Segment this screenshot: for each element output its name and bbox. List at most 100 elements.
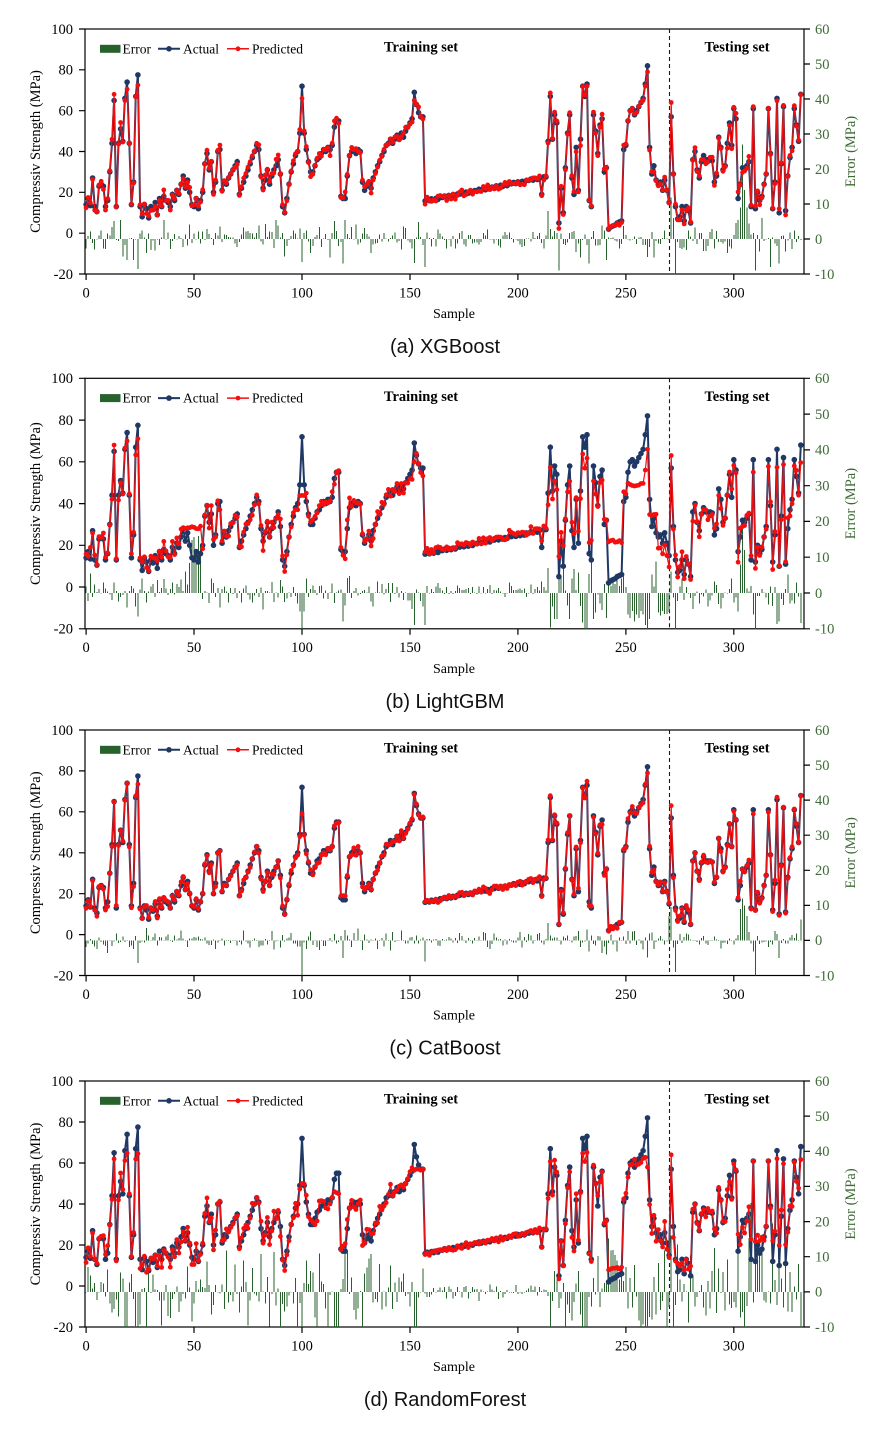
svg-text:Actual: Actual (183, 742, 219, 757)
svg-text:Actual: Actual (183, 391, 219, 406)
svg-text:20: 20 (815, 514, 830, 530)
svg-text:0: 0 (66, 226, 73, 242)
svg-text:200: 200 (507, 1338, 529, 1354)
svg-text:50: 50 (815, 57, 830, 73)
svg-text:Compressiv Strength (MPa): Compressiv Strength (MPa) (28, 70, 44, 233)
svg-text:Compressiv Strength (MPa): Compressiv Strength (MPa) (28, 771, 44, 934)
svg-text:-10: -10 (815, 968, 834, 984)
svg-text:250: 250 (615, 640, 637, 656)
svg-text:0: 0 (66, 1279, 73, 1295)
svg-text:60: 60 (59, 455, 74, 471)
svg-text:150: 150 (399, 987, 421, 1003)
svg-text:50: 50 (815, 758, 830, 774)
svg-text:200: 200 (507, 640, 529, 656)
svg-text:40: 40 (815, 793, 830, 809)
svg-text:Compressiv Strength (MPa): Compressiv Strength (MPa) (28, 1122, 44, 1285)
svg-text:Sample: Sample (433, 307, 475, 322)
svg-text:Error (MPa): Error (MPa) (843, 1168, 859, 1239)
svg-text:0: 0 (815, 586, 822, 602)
svg-text:-20: -20 (54, 622, 73, 638)
svg-text:100: 100 (291, 1338, 313, 1354)
svg-text:50: 50 (187, 1338, 202, 1354)
svg-text:150: 150 (399, 640, 421, 656)
svg-text:0: 0 (82, 987, 89, 1003)
svg-text:-10: -10 (815, 622, 834, 638)
svg-text:20: 20 (815, 863, 830, 879)
svg-text:50: 50 (187, 285, 202, 301)
svg-text:Compressiv Strength (MPa): Compressiv Strength (MPa) (28, 422, 44, 585)
svg-text:20: 20 (59, 185, 74, 201)
svg-text:0: 0 (815, 933, 822, 949)
svg-text:-10: -10 (815, 267, 834, 283)
svg-text:100: 100 (51, 371, 73, 387)
svg-text:Testing set: Testing set (704, 40, 769, 56)
svg-text:10: 10 (815, 898, 830, 914)
svg-text:250: 250 (615, 1338, 637, 1354)
svg-text:Predicted: Predicted (252, 41, 303, 56)
svg-text:100: 100 (51, 22, 73, 38)
svg-text:60: 60 (59, 805, 74, 821)
svg-text:20: 20 (59, 887, 74, 903)
svg-text:Sample: Sample (433, 662, 475, 677)
svg-text:Predicted: Predicted (252, 1093, 303, 1108)
svg-text:Training set: Training set (384, 40, 458, 56)
svg-text:(b) LightGBM: (b) LightGBM (386, 691, 505, 713)
svg-text:Sample: Sample (433, 1009, 475, 1024)
svg-text:250: 250 (615, 285, 637, 301)
svg-text:50: 50 (815, 1109, 830, 1125)
svg-text:Training set: Training set (384, 389, 458, 405)
svg-text:300: 300 (723, 987, 745, 1003)
svg-text:(a) XGBoost: (a) XGBoost (390, 336, 500, 358)
svg-text:0: 0 (815, 1285, 822, 1301)
svg-text:-20: -20 (54, 968, 73, 984)
svg-text:40: 40 (815, 1144, 830, 1160)
svg-text:-10: -10 (815, 1320, 834, 1336)
svg-text:20: 20 (59, 538, 74, 554)
svg-text:20: 20 (815, 162, 830, 178)
svg-text:Testing set: Testing set (704, 389, 769, 405)
svg-text:0: 0 (815, 232, 822, 248)
svg-text:Sample: Sample (433, 1360, 475, 1375)
svg-text:200: 200 (507, 987, 529, 1003)
svg-text:Training set: Training set (384, 1092, 458, 1108)
svg-text:10: 10 (815, 197, 830, 213)
svg-text:150: 150 (399, 1338, 421, 1354)
svg-text:-20: -20 (54, 267, 73, 283)
svg-text:60: 60 (815, 22, 830, 38)
svg-text:Error (MPa): Error (MPa) (843, 116, 859, 187)
svg-text:Actual: Actual (183, 41, 219, 56)
svg-text:60: 60 (59, 1156, 74, 1172)
svg-text:Error (MPa): Error (MPa) (843, 468, 859, 539)
svg-text:Error: Error (123, 742, 152, 757)
svg-text:300: 300 (723, 1338, 745, 1354)
svg-text:60: 60 (59, 104, 74, 120)
svg-text:Error (MPa): Error (MPa) (843, 817, 859, 888)
svg-text:-20: -20 (54, 1320, 73, 1336)
svg-text:100: 100 (51, 1074, 73, 1090)
svg-text:100: 100 (291, 285, 313, 301)
svg-text:40: 40 (815, 92, 830, 108)
svg-text:10: 10 (815, 550, 830, 566)
svg-text:0: 0 (66, 580, 73, 596)
svg-text:30: 30 (815, 828, 830, 844)
svg-text:0: 0 (82, 640, 89, 656)
svg-text:30: 30 (815, 1179, 830, 1195)
svg-text:0: 0 (66, 927, 73, 943)
svg-text:200: 200 (507, 285, 529, 301)
svg-text:300: 300 (723, 640, 745, 656)
svg-text:80: 80 (59, 764, 74, 780)
svg-text:300: 300 (723, 285, 745, 301)
svg-text:40: 40 (815, 443, 830, 459)
svg-text:Training set: Training set (384, 741, 458, 757)
svg-text:0: 0 (82, 1338, 89, 1354)
svg-text:250: 250 (615, 987, 637, 1003)
svg-text:Error: Error (123, 41, 152, 56)
svg-text:20: 20 (815, 1214, 830, 1230)
svg-text:60: 60 (815, 371, 830, 387)
svg-text:Testing set: Testing set (704, 1092, 769, 1108)
svg-text:150: 150 (399, 285, 421, 301)
svg-text:30: 30 (815, 127, 830, 143)
svg-text:40: 40 (59, 496, 74, 512)
svg-text:60: 60 (815, 723, 830, 739)
svg-text:80: 80 (59, 63, 74, 79)
